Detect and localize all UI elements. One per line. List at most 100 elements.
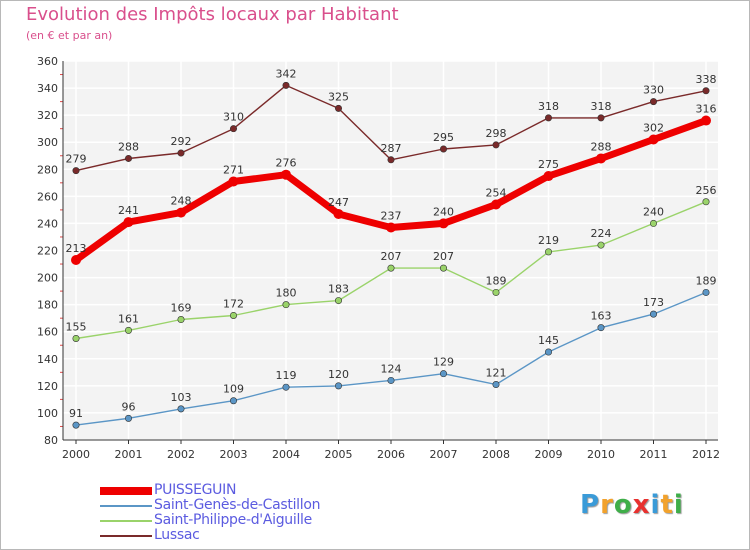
legend-label: Saint-Genès-de-Castillon [154, 497, 321, 513]
data-label-saint-philippe-d-aiguille: 172 [223, 297, 244, 310]
data-point-saint-gen-s-de-castillon [282, 383, 290, 391]
logo-letter: x [632, 490, 651, 520]
data-point-saint-philippe-d-aiguille [439, 264, 447, 272]
data-label-saint-philippe-d-aiguille: 155 [66, 320, 87, 333]
x-tick-label: 2008 [482, 448, 510, 461]
data-point-saint-philippe-d-aiguille [177, 316, 185, 324]
y-tick-label: 120 [37, 380, 58, 393]
data-point-saint-philippe-d-aiguille [702, 198, 710, 206]
data-label-lussac: 342 [276, 67, 297, 80]
data-point-saint-philippe-d-aiguille [492, 288, 500, 296]
logo-letter: o [613, 490, 633, 520]
data-label-puisseguin: 237 [381, 209, 402, 222]
data-point-saint-gen-s-de-castillon [334, 382, 342, 390]
data-point-saint-philippe-d-aiguille [597, 241, 605, 249]
data-point-lussac [230, 125, 238, 133]
data-point-saint-gen-s-de-castillon [387, 376, 395, 384]
data-label-lussac: 292 [171, 135, 192, 148]
data-point-saint-gen-s-de-castillon [177, 405, 185, 413]
data-label-saint-gen-s-de-castillon: 124 [381, 362, 402, 375]
data-label-saint-gen-s-de-castillon: 145 [538, 334, 559, 347]
y-tick-label: 220 [37, 245, 58, 258]
logo-letter: P [580, 490, 601, 520]
data-label-puisseguin: 302 [643, 122, 664, 135]
data-label-puisseguin: 288 [591, 140, 612, 153]
data-label-lussac: 288 [118, 140, 139, 153]
data-point-saint-philippe-d-aiguille [125, 326, 133, 334]
data-label-saint-philippe-d-aiguille: 189 [486, 274, 507, 287]
data-point-saint-philippe-d-aiguille [282, 301, 290, 309]
data-point-saint-gen-s-de-castillon [597, 324, 605, 332]
data-point-lussac [702, 87, 710, 95]
data-point-saint-gen-s-de-castillon [72, 421, 80, 429]
y-tick-label: 280 [37, 163, 58, 176]
y-tick-label: 80 [44, 434, 58, 447]
x-tick-label: 2009 [535, 448, 563, 461]
y-tick-label: 360 [37, 55, 58, 68]
data-label-saint-philippe-d-aiguille: 207 [381, 250, 402, 263]
data-point-lussac [177, 149, 185, 157]
logo-letter: t [660, 490, 674, 520]
data-label-puisseguin: 276 [276, 157, 297, 170]
x-tick-label: 2007 [430, 448, 458, 461]
data-point-saint-philippe-d-aiguille [72, 334, 80, 342]
data-label-saint-gen-s-de-castillon: 163 [591, 310, 612, 323]
data-point-lussac [544, 114, 552, 122]
data-label-saint-gen-s-de-castillon: 121 [486, 367, 507, 380]
proxiti-logo: Proxiti [580, 490, 684, 520]
logo-letter: i [673, 490, 684, 520]
data-label-saint-gen-s-de-castillon: 91 [69, 407, 83, 420]
data-point-puisseguin [333, 208, 344, 219]
x-tick-label: 2006 [377, 448, 405, 461]
data-label-saint-philippe-d-aiguille: 219 [538, 234, 559, 247]
y-tick-label: 300 [37, 136, 58, 149]
data-label-saint-gen-s-de-castillon: 103 [171, 391, 192, 404]
data-point-lussac [125, 154, 133, 162]
data-point-saint-gen-s-de-castillon [492, 381, 500, 389]
data-point-saint-gen-s-de-castillon [544, 348, 552, 356]
data-point-saint-philippe-d-aiguille [230, 311, 238, 319]
data-point-lussac [334, 104, 342, 112]
data-point-saint-gen-s-de-castillon [649, 310, 657, 318]
data-label-lussac: 287 [381, 142, 402, 155]
x-tick-label: 2012 [692, 448, 720, 461]
data-label-lussac: 318 [591, 100, 612, 113]
data-label-puisseguin: 248 [171, 195, 192, 208]
data-label-saint-gen-s-de-castillon: 173 [643, 296, 664, 309]
data-label-saint-gen-s-de-castillon: 129 [433, 356, 454, 369]
data-point-lussac [439, 145, 447, 153]
data-point-puisseguin [596, 153, 606, 164]
x-tick-label: 2003 [220, 448, 248, 461]
y-tick-label: 160 [37, 326, 58, 339]
data-point-puisseguin [123, 217, 134, 228]
data-point-saint-gen-s-de-castillon [125, 414, 133, 422]
data-label-lussac: 330 [643, 84, 664, 97]
data-point-saint-gen-s-de-castillon [439, 370, 447, 378]
x-tick-label: 2011 [640, 448, 668, 461]
data-label-saint-gen-s-de-castillon: 119 [276, 369, 297, 382]
data-point-puisseguin [228, 176, 239, 187]
data-point-lussac [282, 81, 290, 89]
data-point-puisseguin [701, 115, 711, 126]
data-point-lussac [597, 114, 605, 122]
data-label-saint-gen-s-de-castillon: 96 [122, 400, 136, 413]
legend-label: Saint-Philippe-d'Aiguille [154, 512, 312, 528]
x-tick-label: 2005 [325, 448, 353, 461]
data-point-saint-philippe-d-aiguille [649, 219, 657, 227]
legend-swatch [100, 535, 152, 537]
data-label-lussac: 325 [328, 90, 349, 103]
data-point-saint-gen-s-de-castillon [230, 397, 238, 405]
data-point-puisseguin [281, 169, 291, 180]
data-point-puisseguin [543, 171, 554, 182]
data-label-saint-philippe-d-aiguille: 224 [591, 227, 612, 240]
chart-subtitle: (en € et par an) [26, 29, 113, 42]
x-tick-label: 2004 [272, 448, 300, 461]
data-label-lussac: 279 [66, 153, 87, 166]
y-tick-label: 340 [37, 82, 58, 95]
legend-label: PUISSEGUIN [154, 482, 237, 498]
data-label-puisseguin: 271 [223, 163, 244, 176]
data-point-lussac [492, 141, 500, 149]
data-point-saint-philippe-d-aiguille [334, 297, 342, 305]
x-tick-label: 2002 [167, 448, 195, 461]
data-point-puisseguin [176, 207, 186, 218]
